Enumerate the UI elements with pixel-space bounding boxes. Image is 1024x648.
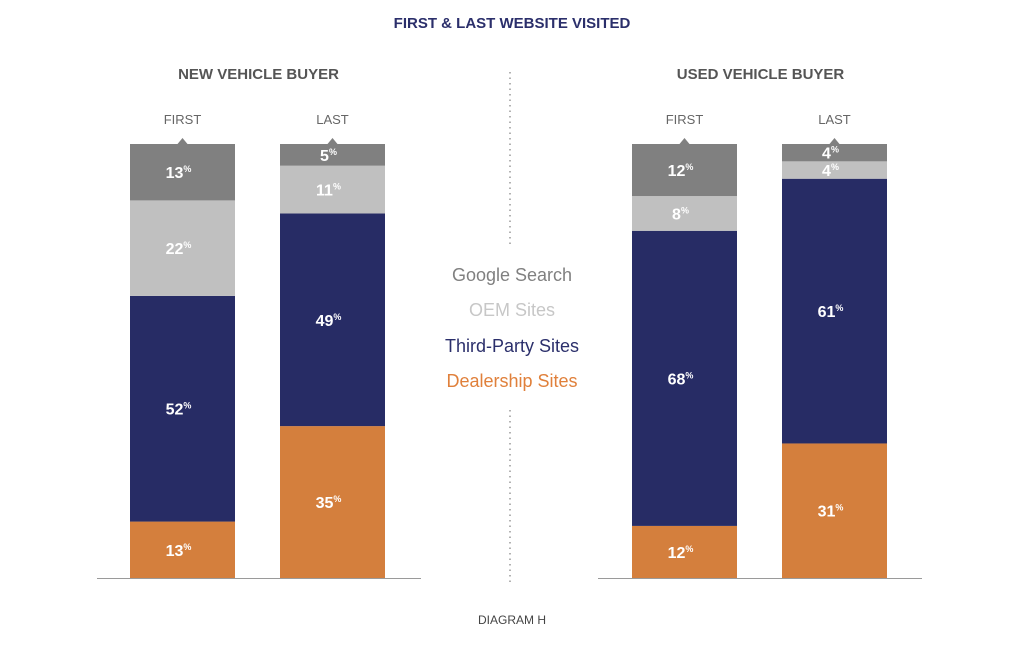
- bar-segment-google-search: [632, 144, 737, 197]
- bar-segment-third-party-sites: [632, 230, 737, 526]
- legend-item-third-party: Third-Party Sites: [444, 336, 580, 356]
- data-label: 8%: [672, 205, 689, 223]
- bar-segment-third-party-sites: [280, 213, 385, 427]
- bar-segment-oem-sites: [280, 165, 385, 214]
- chart-title: FIRST & LAST WEBSITE VISITED: [393, 15, 631, 32]
- data-label: 68%: [668, 370, 694, 388]
- bar-segment-google-search: [130, 144, 235, 201]
- bar-segment-dealership-sites: [280, 426, 385, 578]
- category-pointer: [177, 138, 188, 144]
- bar-segment-dealership-sites: [130, 521, 235, 578]
- category-label: FIRST: [164, 112, 202, 127]
- data-label: 52%: [166, 401, 192, 419]
- category-label: FIRST: [666, 112, 704, 127]
- bar-segment-google-search: [782, 144, 887, 162]
- bar-segment-dealership-sites: [782, 443, 887, 578]
- data-label: 11%: [316, 182, 341, 200]
- legend-item-oem: OEM Sites: [468, 300, 556, 320]
- bar-segment-oem-sites: [130, 200, 235, 296]
- data-label: 12%: [668, 162, 694, 180]
- data-label: 22%: [166, 240, 192, 258]
- legend-item-dealership: Dealership Sites: [446, 371, 578, 391]
- panel-title-new: NEW VEHICLE BUYER: [178, 66, 339, 83]
- category-pointer: [679, 138, 690, 144]
- category-pointer: [327, 138, 338, 144]
- data-label: 31%: [818, 503, 844, 521]
- bar-segment-google-search: [280, 144, 385, 166]
- data-label: 13%: [166, 164, 192, 182]
- bar-segment-oem-sites: [632, 196, 737, 231]
- bar-segment-third-party-sites: [130, 295, 235, 522]
- panel-title-used: USED VEHICLE BUYER: [676, 66, 845, 83]
- data-label: 61%: [818, 303, 844, 321]
- bar-segment-dealership-sites: [632, 525, 737, 578]
- diagram-label: DIAGRAM H: [477, 613, 546, 627]
- data-label: 5%: [320, 147, 337, 165]
- data-label: 12%: [668, 544, 694, 562]
- data-label: 4%: [822, 145, 839, 163]
- bar-segment-oem-sites: [782, 161, 887, 179]
- bar-segment-third-party-sites: [782, 178, 887, 444]
- legend-item-google: Google Search: [451, 265, 573, 285]
- data-label: 35%: [316, 494, 342, 512]
- data-label: 13%: [166, 542, 192, 560]
- category-label: LAST: [818, 112, 851, 127]
- category-label: LAST: [316, 112, 349, 127]
- category-pointer: [829, 138, 840, 144]
- data-label: 4%: [822, 162, 839, 180]
- data-label: 49%: [316, 312, 342, 330]
